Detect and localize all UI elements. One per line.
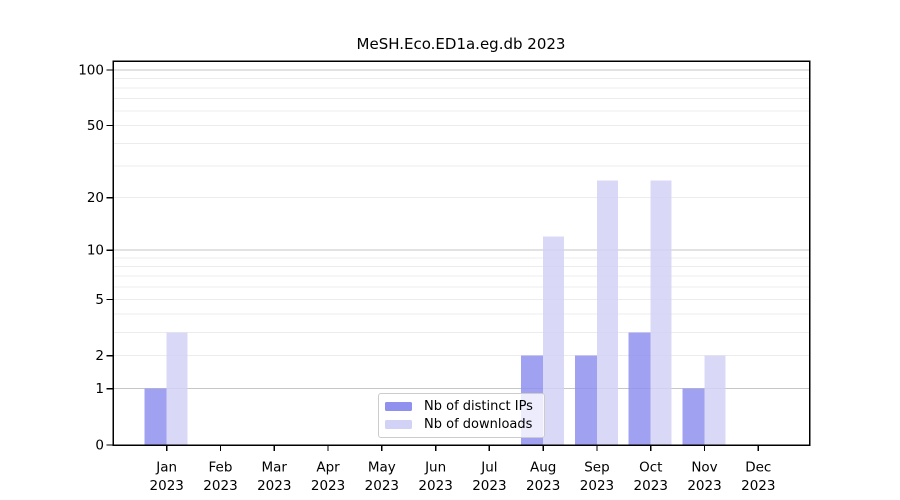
- x-tick-label-month: Jul: [480, 460, 497, 476]
- bar-distinct-ips-Oct: [628, 332, 651, 445]
- y-tick-label: 1: [95, 381, 104, 397]
- bar-distinct-ips-Jan: [144, 388, 167, 445]
- y-tick-label: 100: [78, 63, 104, 79]
- x-tick-label-year: 2023: [418, 478, 452, 494]
- y-tick-label: 0: [95, 438, 104, 454]
- x-tick-label-year: 2023: [687, 478, 721, 494]
- x-tick-label-month: Dec: [745, 460, 771, 476]
- legend-label-distinct-ips: Nb of distinct IPs: [424, 399, 533, 414]
- bar-downloads-Oct: [650, 180, 672, 445]
- x-tick-label-year: 2023: [526, 478, 560, 494]
- y-tick-label: 50: [87, 118, 104, 134]
- x-tick-label-month: Oct: [639, 460, 662, 476]
- legend-swatch-distinct-ips: [385, 401, 412, 412]
- x-tick-label-month: Sep: [584, 460, 609, 476]
- x-tick-label-month: Feb: [209, 460, 233, 476]
- bar-downloads-Jan: [166, 332, 188, 445]
- y-tick-label: 5: [95, 292, 104, 308]
- x-tick-label-year: 2023: [257, 478, 291, 494]
- axes-box: [112, 60, 811, 446]
- bar-downloads-Sep: [596, 180, 618, 445]
- x-tick-label-month: Aug: [530, 460, 556, 476]
- x-tick-label-year: 2023: [365, 478, 399, 494]
- x-tick-label-year: 2023: [472, 478, 506, 494]
- bar-distinct-ips-Sep: [574, 355, 597, 445]
- legend-label-downloads: Nb of downloads: [424, 417, 533, 432]
- x-tick-label-month: May: [368, 460, 396, 476]
- bar-downloads-Nov: [704, 355, 726, 445]
- legend-swatch-downloads: [385, 419, 412, 430]
- x-tick-label-year: 2023: [741, 478, 775, 494]
- legend-item-distinct-ips: Nb of distinct IPs: [385, 399, 536, 414]
- x-tick-label-year: 2023: [311, 478, 345, 494]
- x-tick-label-month: Jun: [424, 460, 446, 476]
- x-tick-label-year: 2023: [634, 478, 668, 494]
- legend: Nb of distinct IPs Nb of downloads: [378, 393, 545, 438]
- x-tick-label-year: 2023: [150, 478, 184, 494]
- bar-distinct-ips-Nov: [682, 388, 705, 445]
- legend-item-downloads: Nb of downloads: [385, 417, 536, 432]
- x-tick-label-month: Mar: [262, 460, 288, 476]
- x-tick-label-month: Jan: [155, 460, 177, 476]
- x-tick-label-month: Nov: [691, 460, 717, 476]
- x-tick-label-year: 2023: [203, 478, 237, 494]
- x-tick-label-month: Apr: [316, 460, 340, 476]
- y-tick-label: 10: [87, 243, 104, 259]
- x-tick-label-year: 2023: [580, 478, 614, 494]
- chart-title: MeSH.Eco.ED1a.eg.db 2023: [356, 35, 566, 53]
- y-tick-label: 20: [87, 190, 104, 206]
- bar-downloads-Aug: [543, 236, 565, 445]
- y-tick-label: 2: [95, 348, 104, 364]
